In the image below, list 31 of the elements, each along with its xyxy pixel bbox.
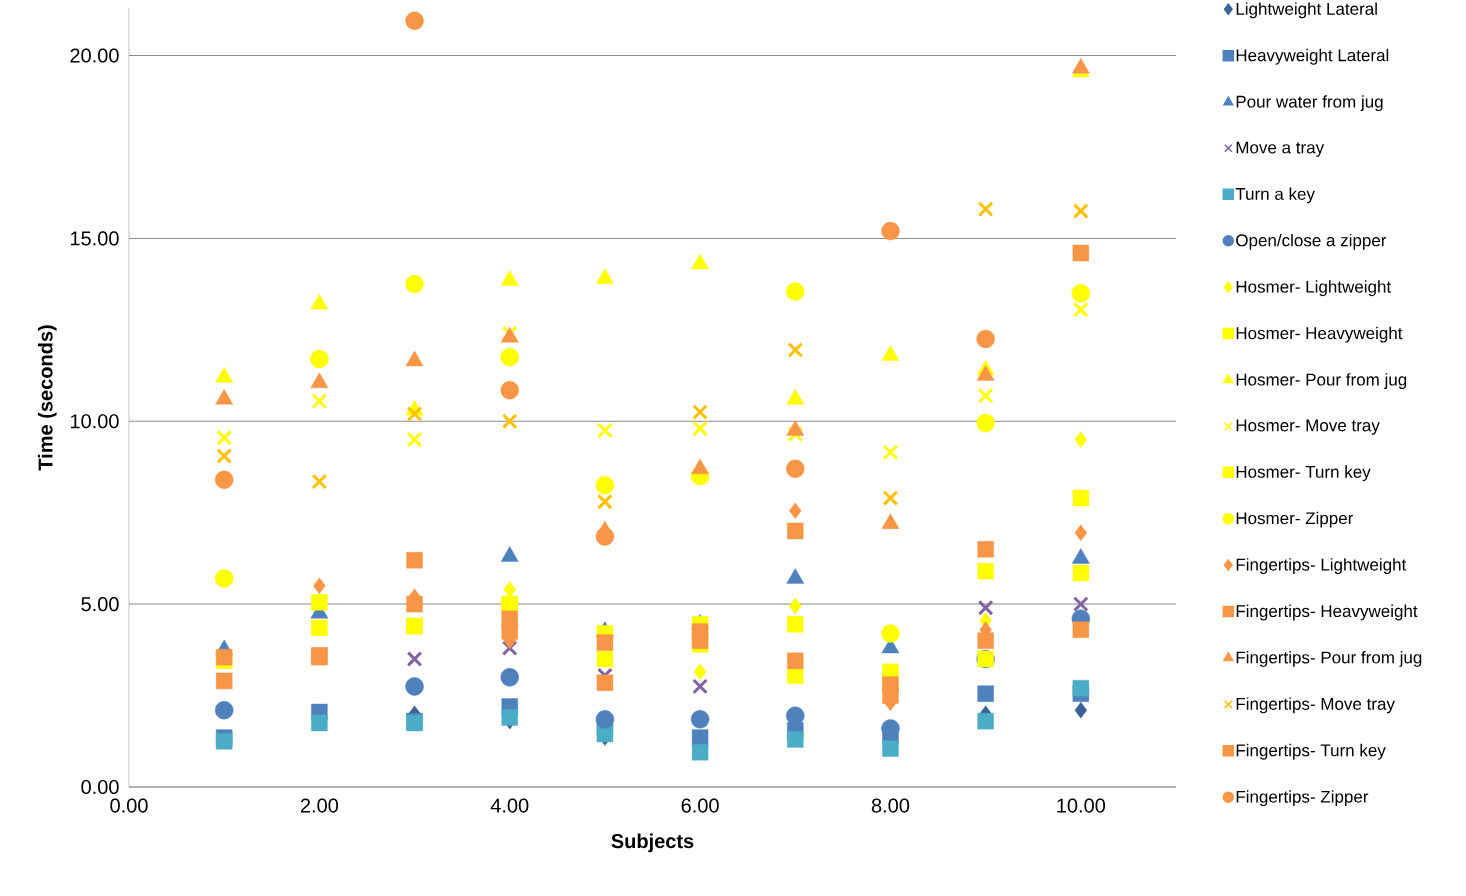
legend-label: Fingertips- Lightweight <box>1236 558 1407 575</box>
x-tick-label: 6.00 <box>681 798 719 813</box>
legend-label: Hosmer- Heavyweight <box>1236 326 1403 343</box>
legend-label: Hosmer- Move tray <box>1236 419 1380 435</box>
y-tick-label: 10.00 <box>70 414 119 429</box>
legend-label: Fingertips- Zipper <box>1236 790 1369 807</box>
legend-label: Fingertips- Heavyweight <box>1236 604 1418 621</box>
y-tick-label: 0.00 <box>81 779 119 795</box>
x-tick-label: 10.00 <box>1057 798 1106 813</box>
y-tick-label: 5.00 <box>81 597 119 612</box>
legend-label: Fingertips- Turn key <box>1236 743 1386 760</box>
y-tick-label: 15.00 <box>70 231 119 246</box>
legend-label: Hosmer- Zipper <box>1236 511 1354 528</box>
x-axis-title: Subjects <box>611 833 694 853</box>
x-tick-label: 8.00 <box>871 798 910 813</box>
legend-label: Hosmer- Pour from jug <box>1236 373 1407 389</box>
legend-label: Fingertips- Move tray <box>1236 697 1395 714</box>
legend-label: Move a tray <box>1236 141 1325 157</box>
legend-label: Fingertips- Pour from jug <box>1236 651 1422 667</box>
legend-label: Turn a key <box>1235 187 1315 204</box>
x-tick-label: 0.00 <box>110 798 148 813</box>
legend-label: Hosmer- Lightweight <box>1236 280 1392 297</box>
x-tick-label: 4.00 <box>490 798 529 813</box>
y-tick-label: 20.00 <box>70 48 119 63</box>
legend-label: Pour water from jug <box>1236 95 1383 112</box>
legend-label: Lightweight Lateral <box>1236 2 1377 19</box>
y-axis-title: Time (seconds) <box>37 325 57 471</box>
x-tick-label: 2.00 <box>300 798 339 813</box>
legend-label: Hosmer- Turn key <box>1236 465 1371 482</box>
legend-label: Open/close a zipper <box>1236 233 1387 250</box>
legend-label: Heavyweight Lateral <box>1236 48 1389 65</box>
